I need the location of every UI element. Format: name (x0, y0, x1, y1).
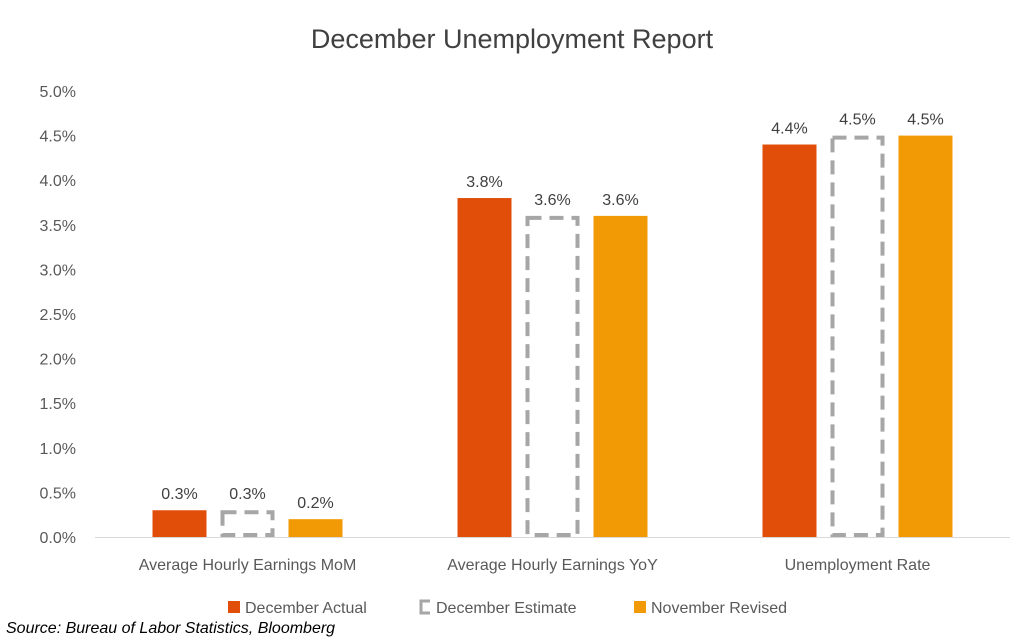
data-label: 4.5% (907, 112, 943, 129)
legend-swatch (634, 601, 646, 613)
legend-item-november-revised: November Revised (634, 600, 787, 617)
legend-item-december-estimate: December Estimate (419, 599, 577, 617)
y-tick-label: 0.5% (40, 485, 76, 502)
y-tick-label: 3.5% (40, 218, 76, 235)
data-label: 0.3% (229, 486, 265, 503)
legend-label: December Actual (245, 600, 367, 617)
legend-label: November Revised (651, 600, 787, 617)
data-label: 3.6% (602, 192, 638, 209)
legend-item-december-actual: December Actual (228, 600, 367, 617)
bar-december-actual (762, 144, 817, 537)
y-tick-label: 4.5% (40, 129, 76, 146)
y-tick-label: 5.0% (40, 84, 76, 101)
legend-swatch (419, 599, 430, 615)
data-label: 4.4% (771, 121, 807, 138)
bar-december-actual (152, 510, 207, 537)
y-tick-label: 3.0% (40, 262, 76, 279)
y-tick-label: 0.0% (40, 530, 76, 547)
data-label: 4.5% (839, 112, 875, 129)
data-labels: 0.3% 0.3% 0.2% 3.8% 3.6% 3.6% 4.4% 4.5% 4.5% (161, 112, 943, 513)
bar-december-actual (457, 198, 512, 538)
bar-november-revised (593, 215, 648, 537)
x-category-label: Unemployment Rate (785, 557, 931, 574)
y-tick-label: 4.0% (40, 173, 76, 190)
y-tick-label: 1.0% (40, 441, 76, 458)
bar-november-revised (288, 519, 343, 537)
legend-swatch (228, 601, 240, 613)
chart-title: December Unemployment Report (311, 24, 714, 54)
x-category-label: Average Hourly Earnings YoY (447, 557, 658, 574)
y-axis: 0.0% 0.5% 1.0% 1.5% 2.0% 2.5% 3.0% 3.5% 4.0% 4.5%… (40, 84, 76, 547)
y-tick-label: 2.5% (40, 307, 76, 324)
bars (152, 135, 953, 538)
bar-november-revised (898, 135, 953, 537)
data-label: 0.3% (161, 486, 197, 503)
data-label: 0.2% (297, 495, 333, 512)
data-label: 3.8% (466, 174, 502, 191)
bar-december-estimate (220, 510, 275, 537)
y-tick-label: 1.5% (40, 396, 76, 413)
legend: December Actual December Estimate November… (228, 599, 787, 617)
x-axis: Average Hourly Earnings MoM Average Hourl… (139, 557, 931, 574)
data-label: 3.6% (534, 192, 570, 209)
bar-december-estimate (830, 135, 885, 537)
bar-december-estimate (525, 215, 580, 537)
legend-label: December Estimate (436, 600, 577, 617)
x-category-label: Average Hourly Earnings MoM (139, 557, 357, 574)
y-tick-label: 2.0% (40, 352, 76, 369)
source-note: Source: Bureau of Labor Statistics, Bloo… (6, 620, 336, 637)
